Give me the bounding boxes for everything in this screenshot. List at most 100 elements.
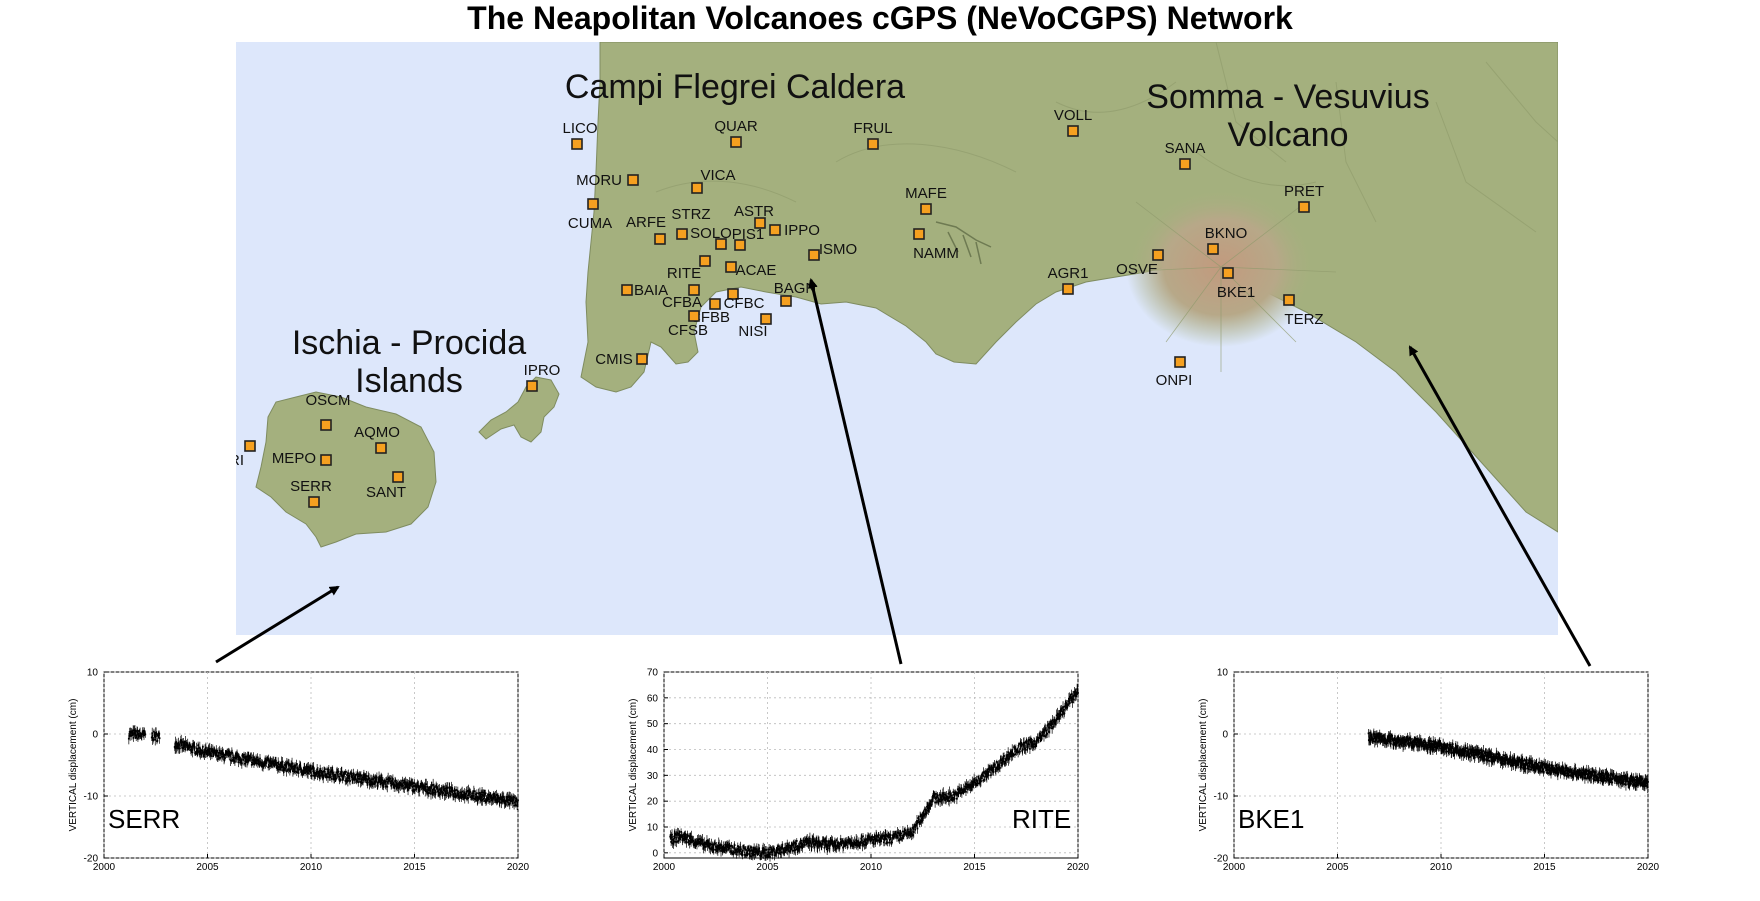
data-point — [211, 755, 213, 757]
data-point — [769, 856, 771, 858]
data-point — [671, 834, 673, 836]
data-point — [1077, 692, 1079, 694]
x-tick-label: 2020 — [507, 862, 530, 873]
chart-station-name: RITE — [1012, 804, 1071, 834]
data-point — [811, 846, 813, 848]
y-tick-label: 50 — [647, 719, 659, 730]
data-point — [980, 777, 982, 779]
x-tick-label: 2005 — [1326, 862, 1349, 873]
data-point — [747, 853, 749, 855]
data-point — [702, 839, 704, 841]
data-point — [153, 731, 155, 733]
data-point — [323, 776, 325, 778]
data-point — [395, 779, 397, 781]
data-point — [469, 791, 471, 793]
data-point — [1446, 751, 1448, 753]
data-point — [1019, 751, 1021, 753]
data-point — [345, 771, 347, 773]
data-point — [351, 773, 353, 775]
data-point — [1072, 701, 1074, 703]
data-point — [179, 747, 181, 749]
data-point — [250, 757, 252, 759]
data-point — [900, 833, 902, 835]
data-point — [713, 849, 715, 851]
data-point — [1372, 741, 1374, 743]
data-point — [988, 774, 990, 776]
data-point — [386, 786, 388, 788]
data-point — [337, 771, 339, 773]
data-point — [328, 769, 330, 771]
y-tick-label: -20 — [84, 854, 99, 865]
data-point — [780, 851, 782, 853]
data-point — [1036, 742, 1038, 744]
data-point — [1488, 760, 1490, 762]
data-point — [1469, 756, 1471, 758]
data-point — [367, 781, 369, 783]
data-point — [951, 795, 953, 797]
data-point — [809, 845, 811, 847]
data-point — [814, 846, 816, 848]
data-point — [904, 829, 906, 831]
data-point — [402, 780, 404, 782]
data-point — [702, 848, 704, 850]
data-point — [467, 797, 469, 799]
x-tick-label: 2000 — [653, 862, 676, 873]
arrow-rite — [811, 280, 901, 664]
y-tick-label: 40 — [647, 745, 659, 756]
data-point — [144, 734, 146, 736]
y-axis-label: VERTICAL displacement (cm) — [68, 699, 79, 832]
data-point — [734, 844, 736, 846]
data-point — [517, 799, 519, 801]
data-point — [324, 768, 326, 770]
data-point — [887, 842, 889, 844]
y-tick-label: 10 — [647, 823, 659, 834]
data-point — [809, 838, 811, 840]
data-point — [461, 791, 463, 793]
data-point — [890, 834, 892, 836]
data-point — [873, 843, 875, 845]
data-point — [237, 761, 239, 763]
data-point — [796, 840, 798, 842]
x-tick-label: 2015 — [403, 862, 426, 873]
data-point — [1538, 762, 1540, 764]
y-tick-label: 0 — [652, 848, 658, 859]
data-point — [990, 774, 992, 776]
data-point — [1525, 768, 1527, 770]
data-point — [999, 767, 1001, 769]
data-point — [476, 792, 478, 794]
data-point — [242, 759, 244, 761]
y-tick-label: 10 — [87, 668, 99, 679]
data-point — [942, 792, 944, 794]
data-point — [1063, 712, 1065, 714]
y-tick-label: 10 — [1217, 668, 1229, 679]
data-point — [1011, 749, 1013, 751]
data-point — [891, 841, 893, 843]
data-point — [1451, 752, 1453, 754]
data-point — [937, 795, 939, 797]
y-tick-label: 70 — [647, 668, 659, 679]
data-point — [917, 828, 919, 830]
data-point — [1073, 699, 1075, 701]
x-tick-label: 2005 — [756, 862, 779, 873]
data-point — [1069, 702, 1071, 704]
data-point — [450, 794, 452, 796]
data-point — [194, 746, 196, 748]
data-point — [1452, 743, 1454, 745]
arrow-serr — [216, 587, 338, 662]
data-point — [151, 732, 153, 734]
data-point — [311, 775, 313, 777]
data-point — [813, 838, 815, 840]
data-point — [913, 831, 915, 833]
data-point — [914, 829, 916, 831]
x-tick-label: 2015 — [963, 862, 986, 873]
x-tick-label: 2015 — [1533, 862, 1556, 873]
data-point — [862, 835, 864, 837]
data-point — [1543, 771, 1545, 773]
y-axis-label: VERTICAL displacement (cm) — [628, 699, 639, 832]
y-axis-label: VERTICAL displacement (cm) — [1198, 699, 1209, 832]
data-point — [485, 792, 487, 794]
data-point — [392, 778, 394, 780]
